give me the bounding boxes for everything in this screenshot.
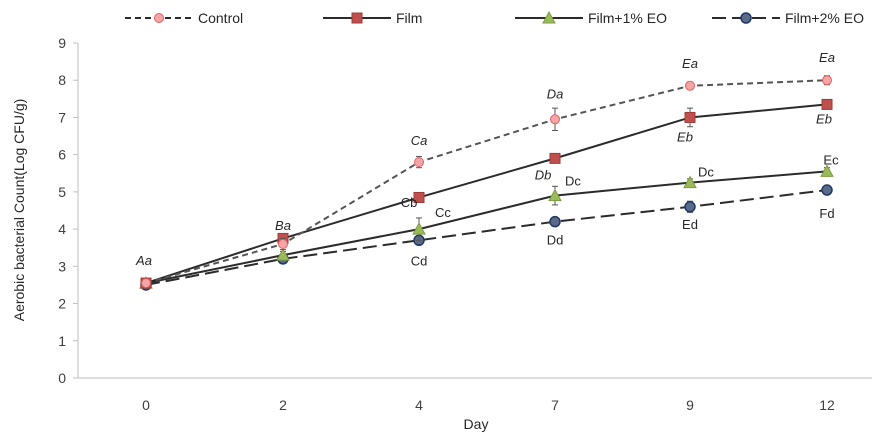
x-tick-label: 2 [279,397,287,413]
point-label: Eb [816,111,832,126]
y-tick-label: 1 [58,333,66,349]
series-film-1-eo [139,164,834,289]
data-point [549,215,561,228]
point-label: Aa [135,253,152,268]
legend-item: Film [323,10,422,26]
data-point [414,157,424,168]
data-point [412,222,426,235]
point-label: Fd [819,206,834,221]
legend-label: Control [198,10,243,26]
data-point [684,111,696,123]
series-film [140,98,833,289]
point-label: Ec [823,152,839,167]
point-label: Db [535,167,552,182]
data-point [822,75,832,86]
data-point [141,278,151,289]
point-label: Ea [682,56,698,71]
data-point [683,175,697,189]
x-axis-title: Day [464,416,489,432]
point-label: Eb [677,129,693,144]
y-tick-label: 5 [58,184,66,200]
data-point [413,191,425,203]
y-tick-label: 2 [58,296,66,312]
data-point [821,98,833,110]
y-tick-label: 0 [58,370,66,386]
point-label: Ed [682,217,698,232]
x-tick-label: 0 [142,397,150,413]
data-point [278,239,288,249]
x-tick-label: 7 [551,397,559,413]
data-point [684,201,696,213]
data-point [549,152,561,164]
series-line [145,79,828,285]
y-tick-label: 6 [58,147,66,163]
data-point [685,80,695,91]
point-label: Dd [547,233,564,248]
y-axis-title: Aerobic bacterial Count(Log CFU/g) [11,99,27,322]
data-point [351,12,363,24]
y-tick-label: 9 [58,35,66,51]
x-tick-label: 12 [819,397,835,413]
y-tick-label: 7 [58,109,66,125]
series-layer [139,75,834,291]
series-film-2-eo [140,184,833,291]
point-label: Dc [698,165,714,180]
x-tick-label: 4 [415,397,423,413]
data-point [276,248,290,261]
point-label: Ea [819,50,835,65]
data-point [740,12,752,24]
legend-item: Film+2% EO [712,10,864,26]
point-label: Cd [411,253,428,268]
legend-item: Film+1% EO [515,10,667,26]
y-tick-label: 3 [58,258,66,274]
data-point [542,10,556,24]
legend-label: Film [396,10,422,26]
series-line [145,103,828,285]
y-tick-label: 4 [58,221,66,237]
point-label: Ba [275,218,291,233]
data-point [821,184,833,196]
series-control [141,75,832,289]
point-label: Cb [401,195,418,210]
x-tick-label: 9 [686,397,694,413]
point-label: Dc [565,174,581,189]
series-line [145,189,828,286]
legend-item: Control [125,10,243,26]
point-label: Da [547,86,564,101]
data-point [820,164,834,177]
data-point [548,188,562,202]
legend-label: Film+1% EO [588,10,667,26]
point-labels: Aa Ba Ca Da Ea Ea Db Eb Eb Cb Dc Dc Ec Cc Cd Dd Ed Fd [135,50,839,268]
point-label: Ca [411,133,428,148]
legend-label: Film+2% EO [785,10,864,26]
data-point [550,114,560,125]
y-tick-label: 8 [58,72,66,88]
point-label: Cc [435,205,451,220]
series-line [145,170,828,285]
data-point [154,13,164,23]
legend: Control Film Film+1% EO Film+2% EO [125,10,864,26]
